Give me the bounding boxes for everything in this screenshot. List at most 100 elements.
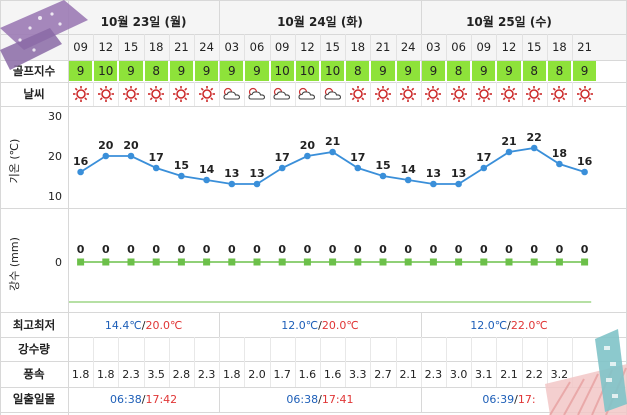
precipitation-data-label: 0 — [127, 243, 135, 256]
golf-index-cell: 8 — [447, 61, 471, 81]
divider-v — [420, 82, 422, 106]
golf-index-cell: 9 — [169, 61, 193, 81]
hour-label: 09 — [73, 40, 88, 54]
precipitation-data-label: 0 — [480, 243, 488, 256]
separator: / — [318, 392, 322, 406]
temperature-point — [430, 180, 437, 188]
sun-icon — [169, 82, 194, 106]
temperature-point — [77, 168, 84, 176]
sunrise-time: 06:39 — [482, 392, 515, 406]
temperature-data-label: 13 — [451, 167, 466, 180]
precipitation-point — [404, 258, 412, 266]
temperature-data-label: 13 — [224, 167, 239, 180]
divider-v — [471, 337, 473, 387]
temp-axis-tick: 30 — [48, 110, 62, 123]
sunrise-time: 06:38 — [286, 392, 319, 406]
separator: / — [141, 392, 146, 406]
wind-speed-cell: 1.7 — [273, 367, 291, 381]
precipitation-point — [429, 258, 437, 266]
sun-icon — [194, 82, 219, 106]
hour-label: 12 — [501, 40, 517, 54]
divider-v — [219, 34, 221, 60]
divider-v — [118, 82, 120, 106]
wind-speed-cell: 2.0 — [248, 367, 266, 381]
divider-v — [219, 313, 221, 337]
min-max-temperature: 14.4℃/20.0℃ — [68, 313, 219, 337]
hour-label: 06 — [451, 40, 466, 54]
divider-h — [0, 312, 627, 313]
wind-speed-cell: 2.3 — [424, 367, 443, 381]
divider-v — [420, 337, 422, 387]
divider-v — [420, 34, 422, 60]
temperature-data-label: 16 — [73, 155, 89, 168]
divider-v — [496, 337, 498, 387]
divider-v — [0, 0, 1, 415]
wind-speed-cell: 3.0 — [449, 367, 468, 381]
day-header: 10월 25일 (수) — [466, 14, 552, 29]
divider-v — [168, 337, 170, 387]
max-temperature: 20.0℃ — [321, 318, 359, 332]
temperature-point — [404, 176, 412, 184]
wind-speed-cell: 2.8 — [172, 367, 191, 381]
divider-v — [496, 34, 498, 60]
hour-label: 18 — [148, 40, 164, 54]
divider-v — [320, 337, 321, 387]
precipitation-point — [480, 258, 488, 266]
temperature-chart: 10 20 30 기온 (℃) 16 20 20 17 15 14 13 13 17 20 21 17 15 14… — [8, 110, 593, 203]
separator: / — [318, 318, 322, 332]
divider-v — [572, 82, 573, 106]
temperature-data-label: 13 — [249, 167, 264, 180]
temperature-point — [102, 152, 110, 160]
hour-label: 12 — [98, 40, 114, 54]
separator: / — [507, 318, 511, 332]
divider-v — [93, 337, 95, 387]
wind-speed-cell: 2.1 — [399, 367, 417, 381]
wind-speed-cell: 2.3 — [197, 367, 216, 381]
precipitation-point — [152, 258, 160, 266]
precipitation-data-label: 0 — [203, 243, 211, 256]
wind-speed-cell: 3.5 — [147, 367, 165, 381]
precipitation-point — [203, 258, 211, 266]
divider-v — [143, 337, 145, 387]
cloudy-icon — [320, 82, 345, 106]
sunset-time: 17:42 — [145, 392, 178, 406]
golf-index-cell: 9 — [421, 61, 445, 81]
precipitation-data-label: 0 — [228, 243, 236, 256]
precipitation-data-label: 0 — [379, 243, 387, 256]
precipitation-point — [253, 258, 261, 266]
cloudy-icon — [295, 82, 320, 106]
sun-icon — [396, 82, 421, 106]
temperature-point — [329, 148, 336, 156]
sun-icon — [572, 82, 597, 106]
wind-speed-cell: 1.8 — [71, 367, 90, 381]
precipitation-point — [379, 258, 387, 266]
divider-v — [294, 82, 296, 106]
hour-label: 03 — [426, 40, 441, 54]
row-label-sunrise-sunset: 일출일몰 — [12, 392, 56, 406]
sunrise-sunset: 06:38/17:41 — [219, 387, 421, 411]
temperature-data-label: 21 — [501, 135, 516, 148]
divider-h — [0, 361, 627, 362]
hour-label: 24 — [199, 40, 214, 54]
precipitation-data-label: 0 — [77, 243, 85, 256]
divider-v — [471, 82, 473, 106]
precipitation-point — [127, 258, 135, 266]
precipitation-data-label: 0 — [152, 243, 160, 256]
temperature-point — [152, 164, 160, 172]
temperature-data-label: 21 — [325, 135, 340, 148]
divider-v — [395, 34, 397, 60]
precipitation-point — [329, 258, 337, 266]
divider-v — [572, 34, 573, 60]
precipitation-data-label: 0 — [329, 243, 337, 256]
temp-axis-tick: 20 — [48, 150, 62, 163]
wind-speed-cell: 3.3 — [349, 367, 367, 381]
divider-v — [370, 337, 372, 387]
sun-icon — [421, 82, 446, 106]
temperature-point — [354, 164, 362, 172]
sun-icon — [370, 82, 395, 106]
divider-v — [294, 337, 296, 387]
temperature-data-label: 17 — [476, 151, 491, 164]
cloudy-icon — [270, 82, 295, 106]
divider-v — [269, 34, 271, 60]
divider-v — [320, 34, 321, 60]
